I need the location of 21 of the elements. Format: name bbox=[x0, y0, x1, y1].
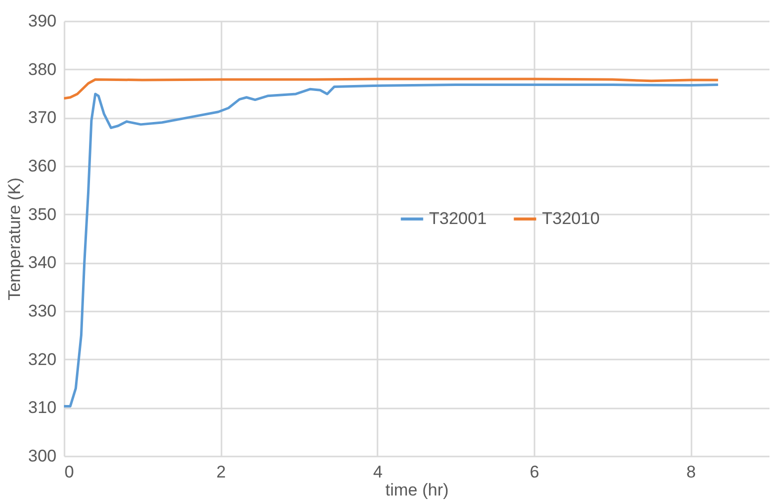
y-tick-label: 300 bbox=[28, 446, 56, 466]
x-tick-label: 2 bbox=[216, 462, 226, 482]
y-tick-label: 310 bbox=[28, 398, 56, 418]
x-tick-label: 6 bbox=[530, 462, 540, 482]
y-tick-label: 370 bbox=[28, 108, 56, 128]
y-tick-label: 350 bbox=[28, 204, 56, 224]
x-axis-title: time (hr) bbox=[385, 480, 449, 500]
x-tick-label: 8 bbox=[686, 462, 696, 482]
y-tick-label: 330 bbox=[28, 302, 56, 320]
line-series bbox=[64, 84, 720, 408]
y-axis-title: Temperature (K) bbox=[5, 178, 24, 300]
line-series bbox=[64, 78, 720, 100]
x-tick-label: 0 bbox=[64, 462, 74, 482]
y-tick-label: 320 bbox=[28, 350, 56, 369]
y-tick-label: 380 bbox=[28, 60, 56, 79]
y-tick-label: 390 bbox=[28, 12, 56, 30]
x-tick-label: 4 bbox=[373, 462, 383, 482]
legend-label: T32001 bbox=[429, 209, 487, 228]
y-tick-label: 360 bbox=[28, 156, 56, 176]
legend-label: T32010 bbox=[542, 209, 600, 228]
y-tick-label: 340 bbox=[28, 253, 56, 272]
